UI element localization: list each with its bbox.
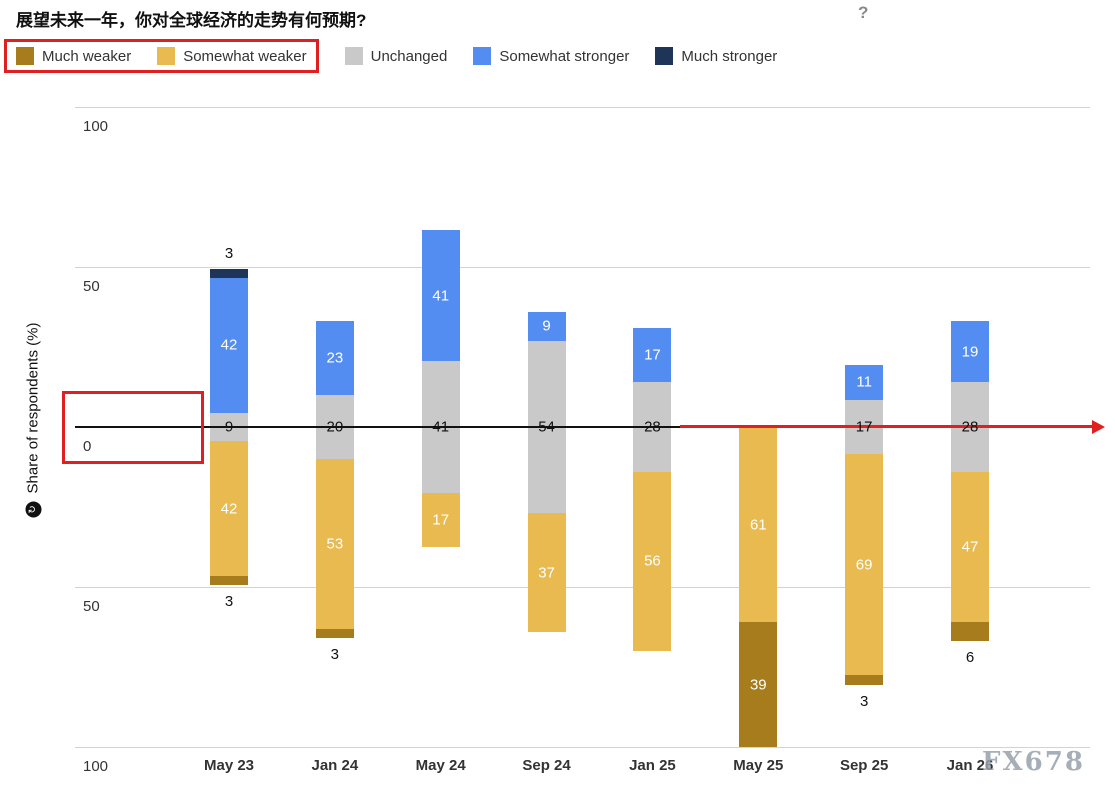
segment-somewhat-stronger: [315, 321, 354, 395]
y-tick-label: 100: [83, 758, 109, 775]
value-label-unchanged: 41: [432, 418, 450, 436]
legend-swatch-somewhat-stronger: [473, 47, 492, 65]
segment-somewhat-weaker: [950, 471, 989, 623]
segment-somewhat-stronger: [845, 364, 884, 400]
legend-swatch-unchanged: [344, 47, 363, 65]
value-label-unchanged: 28: [644, 418, 661, 436]
legend-item-unchanged[interactable]: Unchanged: [344, 47, 448, 65]
y-tick-label: 50: [83, 598, 100, 615]
gridline: [75, 107, 1090, 108]
red-zero-annotation-box: [62, 391, 204, 464]
legend-label: Much stronger: [681, 47, 778, 65]
gridline: [75, 267, 1090, 268]
red-trend-arrow-line: [680, 425, 1093, 428]
value-label-unchanged: 54: [538, 418, 555, 436]
red-annotation-legend-box: Much weaker Somewhat weaker: [4, 39, 319, 73]
value-label-somewhat-stronger: 42: [220, 336, 238, 354]
axis-badge-icon: ↻: [25, 501, 41, 518]
segment-much-weaker: [739, 622, 778, 747]
value-label-unchanged: 9: [224, 418, 234, 436]
x-tick-label: May 24: [415, 757, 466, 774]
value-label-somewhat-stronger: 17: [644, 346, 661, 364]
x-tick-label: Jan 25: [629, 757, 676, 774]
x-tick-label: May 25: [733, 757, 784, 774]
red-trend-arrow-head: [1092, 420, 1105, 434]
segment-somewhat-stronger: [633, 327, 672, 383]
y-tick-label: 50: [83, 278, 100, 295]
value-label-somewhat-weaker: 42: [220, 500, 238, 518]
segment-somewhat-weaker: [421, 492, 460, 547]
value-label-somewhat-weaker: 69: [855, 556, 873, 574]
legend-label: Much weaker: [42, 47, 132, 65]
legend-item-much-stronger[interactable]: Much stronger: [655, 47, 777, 65]
zero-axis-line: [75, 426, 1090, 428]
value-label-somewhat-weaker: 56: [644, 552, 661, 570]
segment-much-weaker: [315, 628, 354, 639]
segment-somewhat-weaker: [845, 454, 884, 675]
segment-somewhat-weaker: [210, 441, 248, 576]
x-tick-label: Jan 24: [311, 757, 359, 774]
value-label-somewhat-stronger: 23: [326, 349, 344, 367]
value-label-somewhat-stronger: 41: [432, 287, 450, 305]
value-label-much-weaker: 3: [859, 692, 869, 710]
legend-label: Unchanged: [370, 47, 448, 65]
help-icon[interactable]: ?: [858, 3, 869, 22]
value-label-unchanged: 28: [961, 418, 979, 436]
legend-swatch-somewhat-weaker: [157, 47, 176, 65]
value-label-much-weaker: 3: [224, 593, 234, 611]
legend-item-somewhat-stronger[interactable]: Somewhat stronger: [473, 47, 629, 65]
value-label-much-weaker: 3: [330, 646, 340, 664]
gridline: [75, 587, 1090, 588]
segment-somewhat-stronger: [210, 278, 248, 413]
segment-somewhat-weaker: [527, 513, 566, 632]
value-label-somewhat-stronger: 19: [961, 343, 979, 361]
value-label-much-weaker: 39: [749, 676, 767, 694]
x-tick-label: Jan 26: [946, 757, 994, 774]
legend-label: Somewhat weaker: [183, 47, 307, 65]
watermark: FX678: [982, 747, 1085, 777]
gridline: [75, 747, 1090, 748]
legend-label: Somewhat stronger: [499, 47, 630, 65]
segment-much-weaker: [950, 622, 989, 642]
x-tick-label: Sep 24: [522, 757, 571, 774]
segment-somewhat-weaker: [315, 459, 354, 629]
x-tick-label: May 23: [203, 757, 255, 774]
y-axis-title-label: Share of respondents (%): [24, 322, 42, 494]
value-label-somewhat-weaker: 17: [432, 511, 450, 529]
legend-item-much-weaker[interactable]: Much weaker: [16, 47, 131, 65]
value-label-somewhat-weaker: 53: [326, 535, 344, 553]
value-label-much-weaker: 6: [965, 649, 975, 667]
segment-much-stronger: [210, 268, 248, 279]
legend-item-somewhat-weaker[interactable]: Somewhat weaker: [157, 47, 307, 65]
y-tick-label: 100: [83, 118, 109, 135]
x-tick-label: Sep 25: [839, 757, 889, 774]
value-label-somewhat-stronger: 9: [542, 317, 551, 335]
segment-somewhat-weaker: [633, 471, 672, 651]
value-label-somewhat-stronger: 11: [856, 373, 872, 391]
y-tick-label: 0: [83, 438, 92, 455]
value-label-somewhat-weaker: 47: [961, 538, 979, 556]
value-label-much-stronger: 3: [224, 244, 234, 262]
legend: Much weaker Somewhat weaker Unchanged Some…: [4, 39, 777, 73]
page-title: 展望未来一年，你对全球经济的走势有何预期?: [16, 11, 367, 30]
segment-somewhat-stronger: [527, 311, 566, 341]
y-axis-title: ↻ Share of respondents (%): [25, 323, 42, 518]
segment-much-weaker: [210, 575, 248, 586]
segment-somewhat-stronger: [950, 321, 989, 383]
value-label-somewhat-weaker: 61: [749, 516, 767, 534]
value-label-unchanged: 20: [326, 418, 344, 436]
legend-swatch-much-stronger: [655, 47, 674, 65]
segment-somewhat-weaker: [739, 427, 778, 623]
value-label-somewhat-weaker: 37: [538, 564, 555, 582]
segment-much-weaker: [845, 675, 884, 685]
segment-somewhat-stronger: [421, 230, 460, 362]
legend-swatch-much-weaker: [16, 47, 34, 65]
value-label-unchanged: 17: [855, 418, 873, 436]
